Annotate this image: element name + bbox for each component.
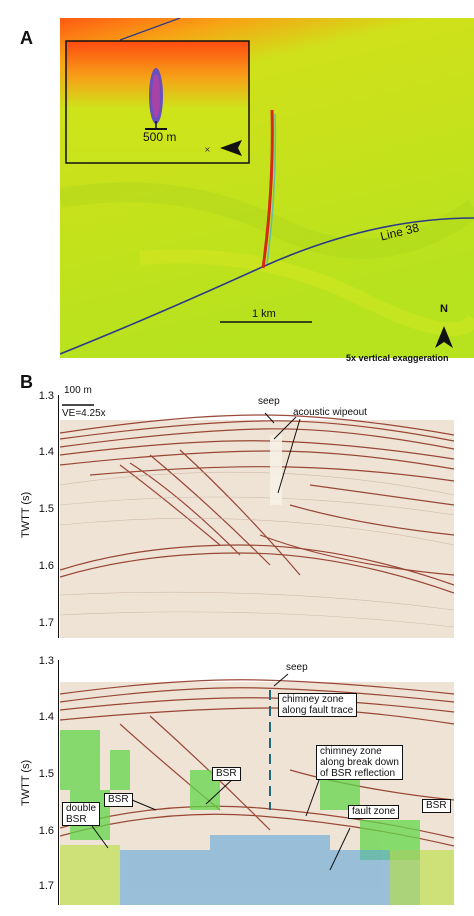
lower-axis-line (58, 660, 59, 905)
panel-b-letter: B (20, 372, 33, 392)
upper-tick-1-3: 1.3 (38, 390, 54, 402)
upper-y-axis-label: TWTT (s) (20, 491, 32, 538)
chimney-fault-line-2: along fault trace (282, 705, 354, 716)
svg-text:×: × (204, 145, 211, 154)
fault-zone-label: fault zone (348, 805, 400, 819)
lower-tick-1-4: 1.4 (38, 711, 54, 723)
double-bsr-label: double BSR (62, 802, 101, 826)
seep-ridge (261, 109, 274, 269)
double-bsr-line-1: double (66, 803, 97, 814)
acoustic-wipeout-label: acoustic wipeout (293, 407, 367, 418)
chimney-bsr-line-2: along break down (320, 757, 399, 768)
upper-axis-line (58, 395, 59, 638)
upper-tick-1-6: 1.6 (38, 560, 54, 572)
double-bsr-line-2: BSR (66, 814, 87, 825)
panel-a-letter: A (20, 28, 33, 48)
vertical-exaggeration-note: 5x vertical exaggeration (346, 353, 449, 363)
chimney-fault-line-1: chimney zone (282, 694, 344, 705)
seismic-profile-upper (60, 395, 454, 638)
bsr-label-left: BSR (104, 793, 133, 807)
inset-view-arrow (220, 140, 242, 156)
chimney-bsr-line-1: chimney zone (320, 746, 382, 757)
bsr-label-center: BSR (212, 767, 241, 781)
upper-tick-1-4: 1.4 (38, 446, 54, 458)
lower-y-axis-label: TWTT (s) (20, 759, 32, 806)
lower-tick-1-3: 1.3 (38, 655, 54, 667)
bathymetry-map: × (60, 18, 474, 358)
upper-tick-1-5: 1.5 (38, 503, 54, 515)
lower-tick-1-6: 1.6 (38, 825, 54, 837)
lower-tick-1-7: 1.7 (38, 880, 54, 892)
lower-tick-1-5: 1.5 (38, 768, 54, 780)
scale-bar-label: 1 km (252, 308, 276, 320)
chimney-bsr-label: chimney zone along break down of BSR ref… (316, 745, 403, 780)
line-38-track (60, 217, 474, 355)
upper-ve-label: VE=4.25x (62, 408, 106, 419)
upper-scale-label: 100 m (64, 385, 92, 396)
lower-seep-label: seep (286, 662, 308, 673)
upper-seep-label: seep (258, 396, 280, 407)
north-arrow (435, 326, 453, 348)
bsr-label-right: BSR (422, 799, 451, 813)
north-label: N (440, 303, 448, 315)
upper-tick-1-7: 1.7 (38, 617, 54, 629)
chimney-bsr-line-3: of BSR reflection (320, 768, 396, 779)
seismic-profile-lower (60, 660, 454, 905)
chimney-fault-label: chimney zone along fault trace (278, 693, 358, 717)
inset-scale-label: 500 m (143, 130, 177, 144)
